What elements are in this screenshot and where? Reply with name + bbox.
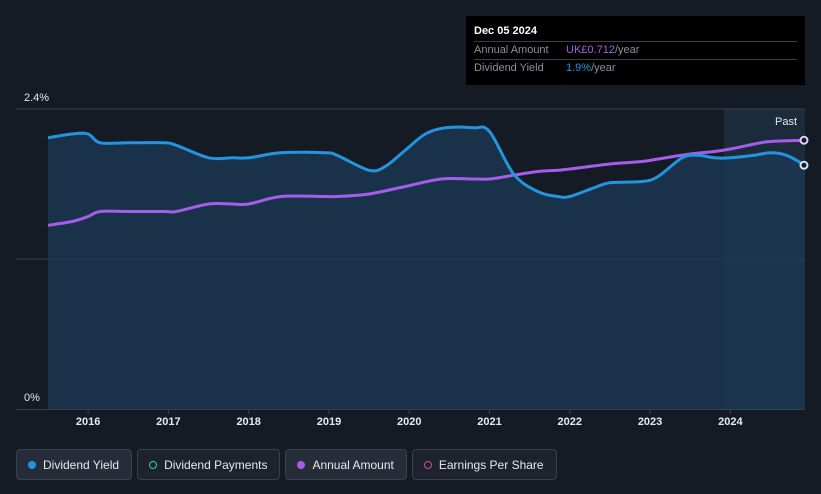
legend-annual-amount-label: Annual Amount bbox=[312, 457, 394, 472]
x-tick-label: 2023 bbox=[638, 416, 662, 428]
tooltip-yield-row: Dividend Yield 1.9% /year bbox=[474, 59, 797, 77]
x-tick-label: 2017 bbox=[156, 416, 180, 428]
tooltip-annual-value: UK£0.712 bbox=[566, 44, 615, 56]
tooltip-yield-value: 1.9% bbox=[566, 62, 592, 74]
legend-earnings-per-share[interactable]: Earnings Per Share bbox=[411, 449, 557, 480]
dividend-yield-line bbox=[47, 125, 806, 199]
x-tick-label: 2021 bbox=[477, 416, 501, 428]
dividend-yield-end-marker[interactable] bbox=[799, 160, 809, 170]
annual-amount-dot-icon bbox=[297, 460, 306, 469]
tooltip-yield-value-group: 1.9% /year bbox=[566, 60, 616, 77]
tooltip-yield-unit: /year bbox=[591, 62, 616, 74]
y-tick-label-top: 2.4% bbox=[24, 92, 49, 104]
past-label: Past bbox=[775, 116, 797, 128]
legend-dividend-payments-label: Dividend Payments bbox=[164, 457, 268, 472]
tooltip-date: Dec 05 2024 bbox=[474, 25, 537, 37]
legend-dividend-yield-label: Dividend Yield bbox=[43, 457, 120, 472]
legend-dividend-yield[interactable]: Dividend Yield bbox=[16, 449, 133, 480]
dividend-yield-dot-icon bbox=[28, 460, 36, 469]
legend: Dividend Yield Dividend Payments Annual … bbox=[16, 449, 557, 480]
tooltip: Dec 05 2024 Annual Amount UK£0.712 /year… bbox=[466, 16, 805, 85]
y-tick-label-bottom: 0% bbox=[24, 392, 40, 404]
x-tick-label: 2019 bbox=[317, 416, 341, 428]
x-tick-label: 2016 bbox=[76, 416, 100, 428]
x-axis-ticks: 2016 2017 2018 2019 2020 2021 2022 2023 2024 bbox=[76, 409, 743, 428]
dividend-payments-dot-icon bbox=[149, 460, 158, 469]
legend-annual-amount[interactable]: Annual Amount bbox=[285, 449, 407, 480]
x-tick-label: 2024 bbox=[718, 416, 743, 428]
legend-dividend-payments[interactable]: Dividend Payments bbox=[137, 449, 281, 480]
x-tick-label: 2018 bbox=[236, 416, 260, 428]
legend-earnings-per-share-label: Earnings Per Share bbox=[438, 457, 544, 472]
dividend-yield-area bbox=[48, 126, 805, 410]
x-tick-label: 2022 bbox=[558, 416, 582, 428]
x-tick-label: 2020 bbox=[397, 416, 421, 428]
tooltip-annual-row: Annual Amount UK£0.712 /year bbox=[474, 41, 797, 59]
tooltip-annual-label: Annual Amount bbox=[474, 44, 549, 56]
annual-amount-end-marker[interactable] bbox=[799, 135, 809, 145]
tooltip-yield-label: Dividend Yield bbox=[474, 62, 544, 74]
tooltip-annual-unit: /year bbox=[614, 44, 640, 56]
tooltip-annual-value-group: UK£0.712 /year bbox=[566, 42, 639, 59]
earnings-per-share-dot-icon bbox=[423, 460, 432, 469]
